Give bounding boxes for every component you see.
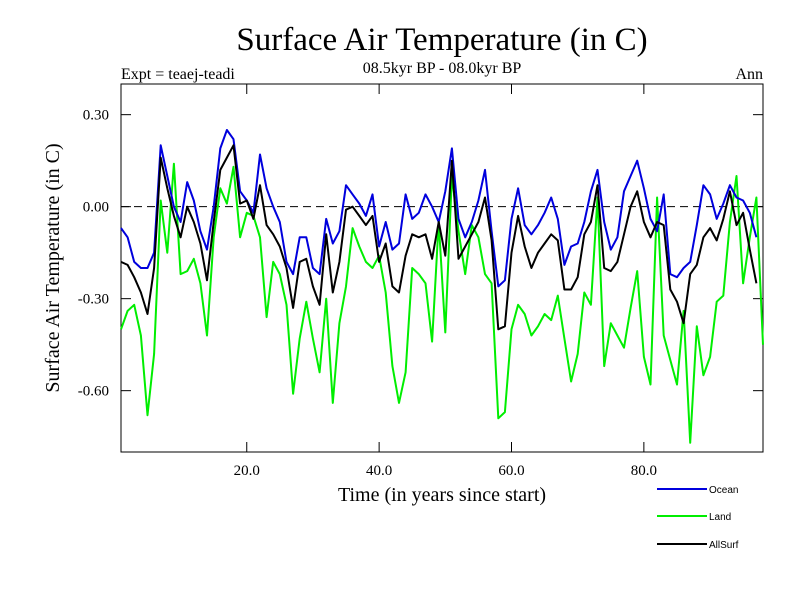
x-axis-label: Time (in years since start) <box>338 484 546 506</box>
y-tick-label: -0.30 <box>78 292 109 308</box>
x-tick-label: 20.0 <box>234 463 260 479</box>
x-tick-label: 80.0 <box>631 463 657 479</box>
chart-legend: Ocean Land AllSurf <box>657 485 739 551</box>
y-tick-label: 0.30 <box>83 108 109 124</box>
legend-label-land: Land <box>709 512 731 523</box>
legend-label-ocean: Ocean <box>709 485 738 496</box>
experiment-label: Expt = teaej-teadi <box>121 66 235 83</box>
y-axis-label: Surface Air Temperature (in C) <box>42 143 64 392</box>
series-line-allsurf <box>120 144 758 331</box>
x-tick-label: 60.0 <box>498 463 524 479</box>
season-label: Ann <box>735 66 763 83</box>
x-tick-label: 40.0 <box>366 463 392 479</box>
x-axis-ticks: 20.0 40.0 60.0 80.0 <box>234 84 657 479</box>
plot-frame <box>120 83 764 453</box>
y-tick-label: 0.00 <box>83 200 109 216</box>
y-tick-label: -0.60 <box>78 384 109 400</box>
legend-label-allsurf: AllSurf <box>709 540 739 551</box>
chart-subtitle: 08.5kyr BP - 08.0kyr BP <box>363 60 522 77</box>
series-lines <box>120 129 764 444</box>
chart-title: Surface Air Temperature (in C) <box>236 22 647 58</box>
